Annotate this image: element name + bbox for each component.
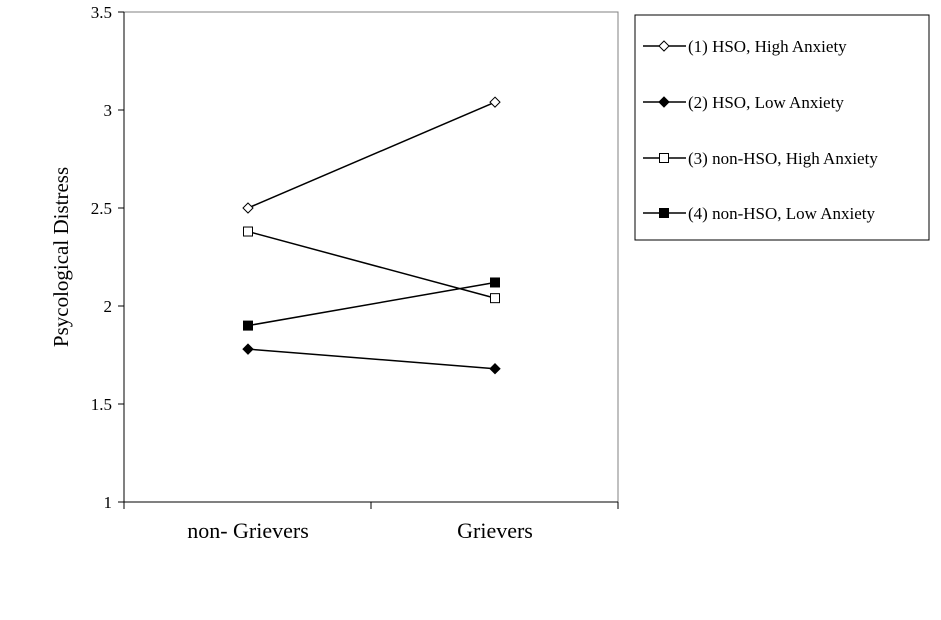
plot-area (123, 11, 619, 503)
series-4 (243, 277, 500, 331)
legend-label: (3) non-HSO, High Anxiety (688, 149, 878, 168)
data-point (243, 320, 253, 331)
series-3 (243, 226, 500, 304)
y-tick-label: 2 (104, 297, 113, 316)
series-1 (242, 96, 501, 214)
legend-swatch-marker (658, 96, 670, 108)
legend: (1) HSO, High Anxiety (2) HSO, Low Anxiet… (634, 14, 930, 241)
legend-item: (4) non-HSO, Low Anxiety (643, 204, 875, 223)
series-2 (242, 343, 501, 375)
y-tick-label: 2.5 (91, 199, 112, 218)
legend-box (634, 14, 930, 241)
series-line (247, 348, 496, 370)
data-point (489, 363, 501, 375)
legend-item: (2) HSO, Low Anxiety (643, 93, 844, 112)
legend-label: (4) non-HSO, Low Anxiety (688, 204, 875, 223)
y-tick-label: 1 (104, 493, 113, 512)
legend-item: (1) HSO, High Anxiety (643, 37, 847, 56)
data-point (489, 96, 501, 108)
data-point (490, 277, 500, 288)
x-category-label: Grievers (457, 518, 533, 543)
legend-swatch-marker (659, 208, 669, 218)
data-point (490, 293, 500, 304)
y-tick-label: 3 (104, 101, 113, 120)
legend-label: (2) HSO, Low Anxiety (688, 93, 844, 112)
series-layer (242, 96, 501, 375)
series-line (247, 281, 496, 327)
y-axis: 1 1.5 2 2.5 3 3.5 (91, 3, 125, 512)
data-point (242, 343, 254, 355)
data-point (243, 226, 253, 237)
legend-label: (1) HSO, High Anxiety (688, 37, 847, 56)
series-line (247, 230, 496, 299)
legend-swatch-marker (658, 40, 670, 52)
x-axis: non- Grievers Grievers (123, 501, 619, 543)
legend-item: (3) non-HSO, High Anxiety (643, 149, 878, 168)
data-point (242, 202, 254, 214)
y-axis-title: Psycological Distress (49, 167, 73, 347)
y-tick-label: 3.5 (91, 3, 112, 22)
series-line (247, 101, 496, 209)
y-tick-label: 1.5 (91, 395, 112, 414)
legend-swatch-marker (659, 153, 669, 163)
x-category-label: non- Grievers (187, 518, 309, 543)
